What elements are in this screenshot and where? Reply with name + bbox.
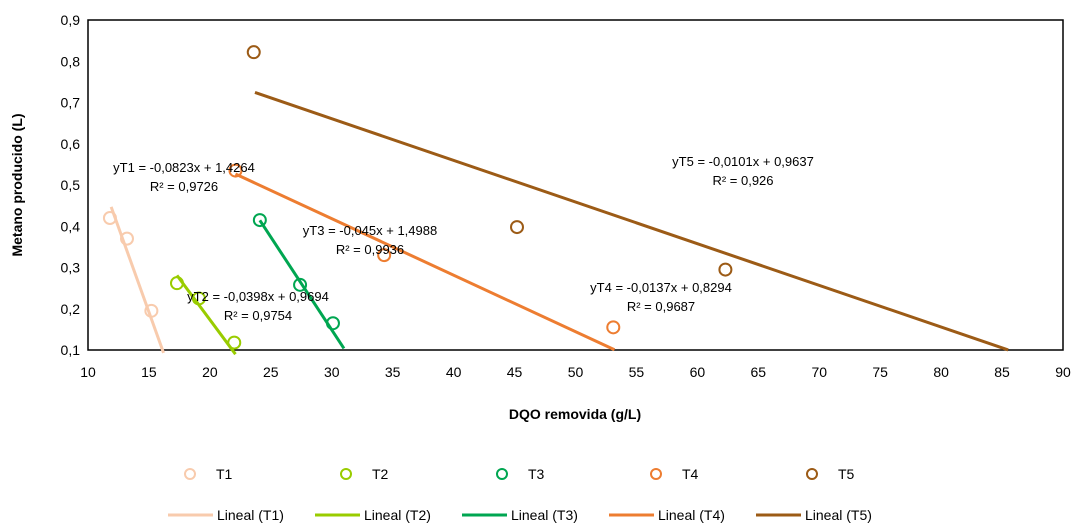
x-axis: 10 15 20 25 30 35 40 45 50 55 60 65 70 75 80 85 90 bbox=[80, 364, 1071, 380]
x-tick-label: 80 bbox=[933, 364, 949, 380]
trendline-t4 bbox=[234, 172, 616, 352]
y-tick-label: 0,8 bbox=[61, 53, 81, 69]
y-tick-label: 0,6 bbox=[61, 136, 81, 152]
legend-label-t4: T4 bbox=[682, 466, 699, 482]
x-tick-label: 20 bbox=[202, 364, 218, 380]
equation-t4: yT4 = -0,0137x + 0,8294 bbox=[590, 280, 732, 295]
x-tick-label: 15 bbox=[141, 364, 157, 380]
y-axis: 0,1 0,2 0,3 0,4 0,5 0,6 0,7 0,8 0,9 bbox=[61, 12, 81, 358]
point-t1 bbox=[144, 303, 159, 318]
legend-trend-label-t3: Lineal (T3) bbox=[511, 507, 578, 523]
equation-t5: yT5 = -0,0101x + 0,9637 bbox=[672, 154, 814, 169]
legend-marker-t2 bbox=[340, 468, 352, 480]
x-tick-label: 85 bbox=[994, 364, 1010, 380]
y-tick-label: 0,9 bbox=[61, 12, 81, 28]
x-tick-label: 75 bbox=[872, 364, 888, 380]
x-tick-label: 45 bbox=[507, 364, 523, 380]
y-axis-title: Metano producido (L) bbox=[9, 113, 25, 256]
trendlines bbox=[109, 91, 1009, 356]
point-t2 bbox=[169, 276, 184, 291]
point-t3 bbox=[325, 316, 340, 331]
x-tick-label: 10 bbox=[80, 364, 96, 380]
point-t4 bbox=[377, 248, 392, 263]
point-t3 bbox=[293, 277, 308, 292]
point-t5 bbox=[510, 220, 524, 235]
legend-trend-label-t4: Lineal (T4) bbox=[658, 507, 725, 523]
legend-label-t1: T1 bbox=[216, 466, 233, 482]
legend-trend-label-t2: Lineal (T2) bbox=[364, 507, 431, 523]
equation-t3: yT3 = -0,045x + 1,4988 bbox=[303, 223, 437, 238]
y-tick-label: 0,7 bbox=[61, 95, 81, 111]
x-tick-label: 55 bbox=[629, 364, 645, 380]
y-tick-label: 0,5 bbox=[61, 177, 81, 193]
data-points bbox=[102, 45, 733, 350]
x-tick-label: 40 bbox=[446, 364, 462, 380]
x-tick-label: 50 bbox=[568, 364, 584, 380]
plot-area bbox=[87, 19, 1064, 351]
point-t4 bbox=[606, 320, 621, 335]
y-tick-label: 0,3 bbox=[61, 260, 81, 276]
legend-marker-t1 bbox=[184, 468, 196, 480]
legend-label-t5: T5 bbox=[838, 466, 855, 482]
legend-trend-label-t5: Lineal (T5) bbox=[805, 507, 872, 523]
x-axis-title: DQO removida (g/L) bbox=[509, 406, 641, 422]
r2-t4: R² = 0,9687 bbox=[627, 299, 695, 314]
x-tick-label: 65 bbox=[751, 364, 767, 380]
legend: T1 T2 T3 T4 T5 Lineal (T1) Lineal (T2) Lineal (… bbox=[168, 466, 872, 523]
point-t5 bbox=[246, 45, 261, 60]
x-tick-label: 25 bbox=[263, 364, 279, 380]
legend-marker-t4 bbox=[650, 468, 662, 480]
trendline-t2 bbox=[175, 274, 237, 356]
point-t2 bbox=[191, 291, 206, 306]
trend-equations: yT1 = -0,0823x + 1,4264 R² = 0,9726 yT2 = … bbox=[113, 154, 814, 323]
x-tick-label: 70 bbox=[811, 364, 827, 380]
legend-label-t3: T3 bbox=[528, 466, 545, 482]
point-t4 bbox=[228, 163, 243, 178]
equation-t1: yT1 = -0,0823x + 1,4264 bbox=[113, 160, 255, 175]
legend-marker-t3 bbox=[496, 468, 508, 480]
legend-marker-t5 bbox=[806, 468, 818, 480]
r2-t1: R² = 0,9726 bbox=[150, 179, 218, 194]
x-tick-label: 35 bbox=[385, 364, 401, 380]
trendline-t3 bbox=[258, 219, 346, 350]
point-t1 bbox=[120, 231, 134, 246]
point-t2 bbox=[227, 335, 242, 350]
r2-t2: R² = 0,9754 bbox=[224, 308, 292, 323]
x-tick-label: 30 bbox=[324, 364, 340, 380]
point-t5 bbox=[718, 262, 733, 277]
legend-label-t2: T2 bbox=[372, 466, 389, 482]
point-t1 bbox=[102, 211, 117, 225]
y-tick-label: 0,4 bbox=[61, 218, 81, 234]
y-tick-label: 0,2 bbox=[61, 301, 81, 317]
trendline-t1 bbox=[109, 206, 165, 354]
legend-trend-label-t1: Lineal (T1) bbox=[217, 507, 284, 523]
r2-t5: R² = 0,926 bbox=[712, 173, 773, 188]
trendline-t5 bbox=[254, 91, 1009, 352]
y-tick-label: 0,1 bbox=[61, 342, 81, 358]
x-tick-label: 60 bbox=[690, 364, 706, 380]
r2-t3: R² = 0,9936 bbox=[336, 242, 404, 257]
point-t3 bbox=[252, 213, 267, 228]
equation-t2: yT2 = -0,0398x + 0,9694 bbox=[187, 289, 329, 304]
x-tick-label: 90 bbox=[1055, 364, 1071, 380]
